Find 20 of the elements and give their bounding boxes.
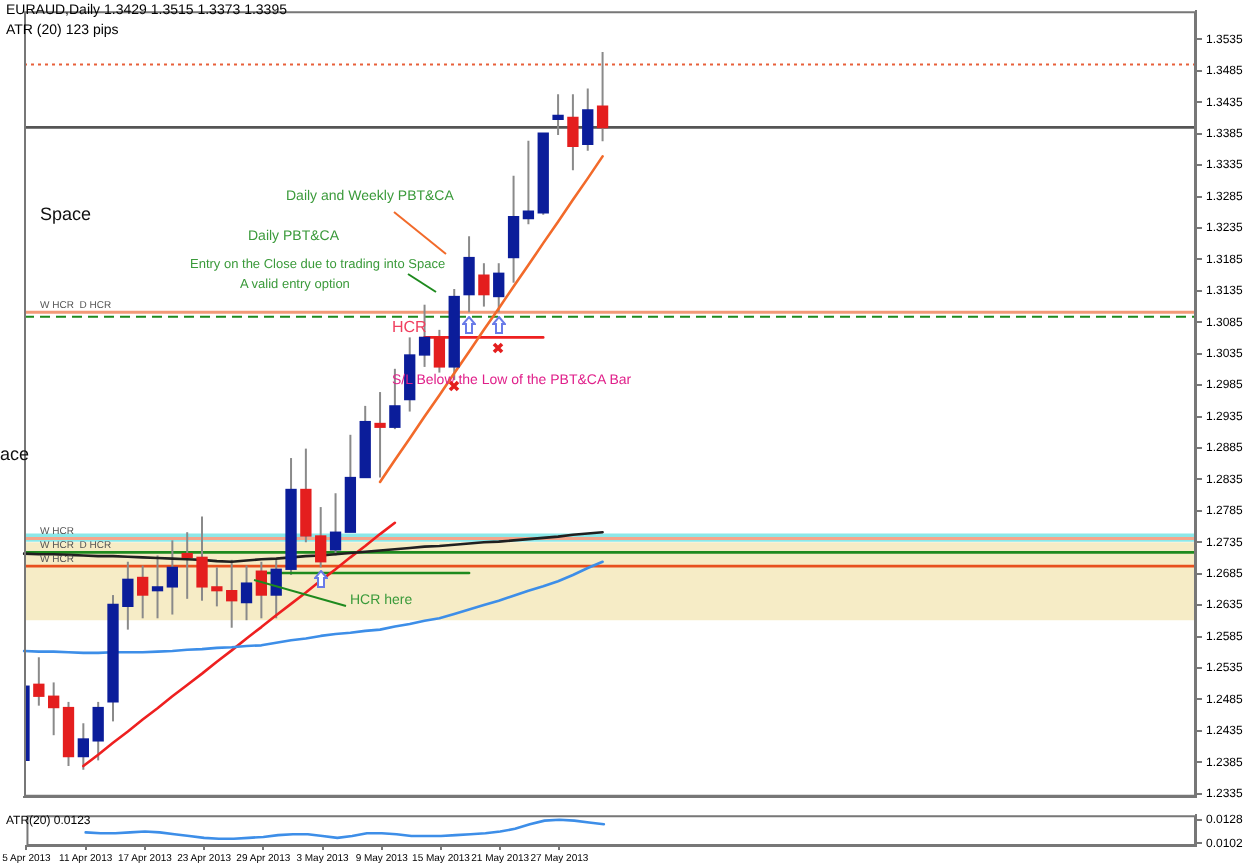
candlestick — [567, 93, 579, 172]
candlestick — [478, 262, 490, 308]
candlestick — [596, 51, 609, 143]
candlestick — [33, 656, 45, 707]
candlestick — [507, 174, 520, 284]
candlestick — [166, 539, 179, 616]
candlestick — [463, 235, 475, 314]
annotation: Space — [40, 204, 92, 224]
candlestick — [493, 262, 505, 314]
candlestick — [374, 391, 386, 479]
candlestick — [552, 93, 564, 137]
candlestick — [240, 564, 253, 622]
candlestick — [522, 139, 535, 226]
candlestick — [77, 722, 89, 771]
candlestick — [48, 681, 60, 737]
candlestick — [582, 87, 594, 152]
candlestick — [137, 564, 149, 620]
candlestick — [92, 700, 104, 762]
candlestick — [329, 492, 342, 557]
candlestick — [151, 554, 164, 620]
